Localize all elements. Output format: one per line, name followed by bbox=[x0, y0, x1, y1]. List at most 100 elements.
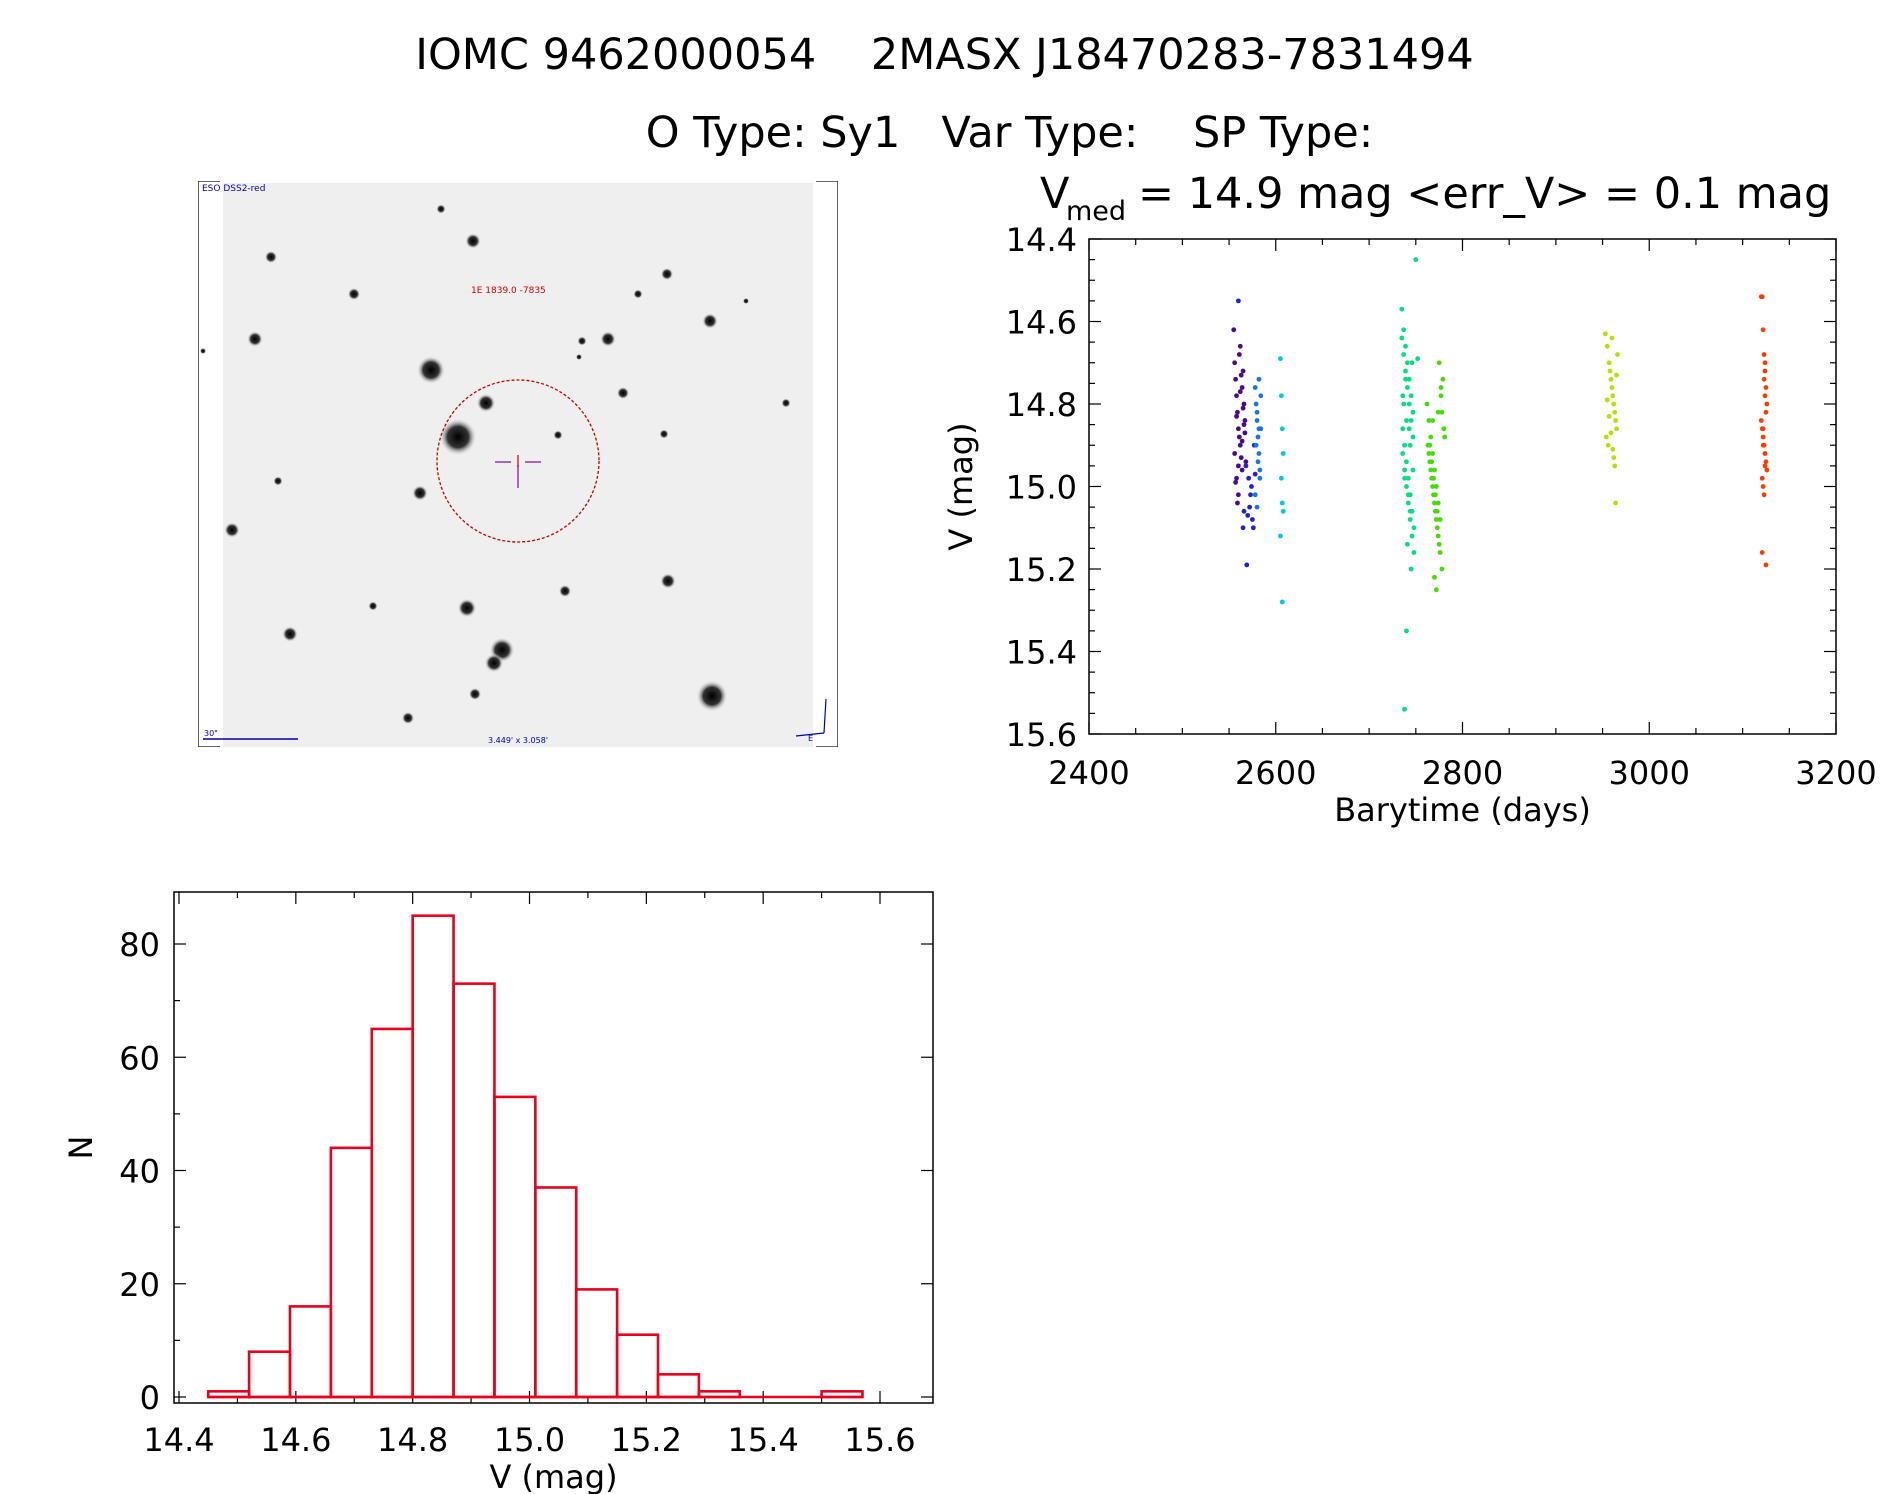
data-point bbox=[1762, 360, 1768, 366]
data-point bbox=[1253, 401, 1259, 407]
data-point bbox=[1236, 492, 1241, 498]
data-point bbox=[1612, 463, 1618, 469]
data-point bbox=[1405, 500, 1411, 506]
data-point bbox=[1404, 484, 1409, 489]
data-point bbox=[1240, 368, 1246, 374]
compass-icon: E bbox=[795, 698, 827, 743]
data-point bbox=[1434, 508, 1440, 514]
star bbox=[558, 584, 572, 598]
data-point bbox=[1242, 418, 1248, 423]
data-point bbox=[1400, 426, 1406, 432]
data-point bbox=[1237, 343, 1243, 349]
sky-image-stamp: ESO DSS2-red 1E 1839.0 -7835 30" 3.449' … bbox=[198, 181, 838, 747]
y-tick-label: 40 bbox=[119, 1153, 160, 1191]
data-point bbox=[1761, 492, 1767, 498]
histogram-bar bbox=[329, 1146, 374, 1399]
data-point bbox=[1408, 566, 1414, 572]
data-point bbox=[1402, 467, 1408, 473]
x-tick-label: 15.6 bbox=[844, 1421, 915, 1459]
y-tick-label: 14.8 bbox=[1006, 386, 1077, 424]
data-point bbox=[1231, 327, 1237, 333]
data-point bbox=[1611, 401, 1617, 407]
data-point bbox=[1435, 533, 1441, 539]
data-point bbox=[1408, 393, 1414, 399]
data-point bbox=[1415, 356, 1421, 362]
data-point bbox=[1406, 376, 1412, 382]
data-point bbox=[1611, 455, 1617, 461]
data-point bbox=[1608, 430, 1614, 436]
data-point bbox=[1763, 385, 1769, 390]
data-point bbox=[1433, 587, 1439, 593]
scale-label: 30" bbox=[204, 729, 218, 738]
data-point bbox=[1411, 550, 1417, 555]
data-point bbox=[1407, 508, 1413, 514]
x-tick-label: 2800 bbox=[1422, 754, 1503, 792]
data-point bbox=[1606, 413, 1612, 419]
object-label: 1E 1839.0 -7835 bbox=[471, 286, 546, 296]
data-point bbox=[1402, 475, 1408, 481]
y-tick-label: 14.4 bbox=[1006, 221, 1077, 259]
y-tick-label: 0 bbox=[140, 1379, 160, 1417]
data-point bbox=[1430, 451, 1436, 456]
data-point bbox=[1764, 467, 1770, 473]
x-tick-label: 14.8 bbox=[377, 1421, 448, 1459]
data-point bbox=[1409, 533, 1415, 539]
star bbox=[659, 429, 669, 439]
data-point bbox=[1235, 409, 1240, 415]
data-point bbox=[1236, 352, 1242, 357]
data-point bbox=[1429, 459, 1435, 465]
data-point bbox=[1239, 385, 1245, 390]
data-point bbox=[1405, 492, 1411, 498]
data-point bbox=[1763, 459, 1769, 465]
x-axis-label: V (mag) bbox=[489, 1458, 617, 1494]
data-point bbox=[1435, 500, 1441, 506]
data-point bbox=[1405, 541, 1410, 547]
data-point bbox=[1406, 401, 1412, 407]
data-point bbox=[1439, 566, 1445, 572]
data-point bbox=[1234, 393, 1239, 399]
y-tick-label: 15.4 bbox=[1006, 634, 1077, 672]
stats-label: V med = 14.9 mag <err_V> = 0.1 mag bbox=[1040, 169, 1831, 227]
star bbox=[401, 711, 415, 725]
data-point bbox=[1241, 401, 1247, 407]
data-point bbox=[1410, 434, 1416, 440]
data-point bbox=[1432, 574, 1437, 580]
data-point bbox=[1235, 500, 1240, 506]
data-point bbox=[1407, 517, 1413, 522]
light-curve-chart: V med = 14.9 mag <err_V> = 0.1 mag 2400 2… bbox=[942, 169, 1877, 829]
data-point bbox=[1439, 409, 1445, 415]
data-point bbox=[1762, 463, 1768, 469]
data-point bbox=[1759, 294, 1765, 300]
star bbox=[264, 250, 278, 264]
data-point bbox=[1438, 385, 1444, 390]
chart-title: IOMC 9462000054 2MASX J18470283-7831494 bbox=[415, 30, 1474, 80]
data-point bbox=[1237, 442, 1243, 448]
data-point bbox=[1401, 327, 1407, 333]
data-point bbox=[1441, 426, 1447, 432]
stats-text: = 14.9 mag <err_V> = 0.1 mag bbox=[1138, 169, 1831, 219]
data-point bbox=[1411, 525, 1417, 531]
histogram-bar bbox=[288, 1305, 333, 1399]
star bbox=[484, 653, 504, 673]
data-point bbox=[1239, 467, 1245, 473]
data-point bbox=[1240, 525, 1246, 531]
data-point bbox=[1278, 393, 1284, 399]
plot-frame bbox=[173, 891, 934, 1404]
data-point bbox=[1404, 418, 1409, 423]
data-point bbox=[1404, 459, 1409, 465]
data-point bbox=[1258, 393, 1264, 399]
data-point bbox=[1240, 405, 1246, 411]
search-circle bbox=[436, 379, 600, 543]
data-point bbox=[1764, 401, 1770, 407]
data-point bbox=[1257, 475, 1263, 481]
data-point bbox=[1233, 376, 1238, 382]
data-point bbox=[1762, 393, 1768, 399]
data-point bbox=[1279, 599, 1285, 605]
data-point bbox=[1762, 451, 1768, 456]
y-tick-label: 15.6 bbox=[1006, 716, 1077, 754]
data-point bbox=[1241, 508, 1247, 514]
data-point bbox=[1233, 479, 1238, 485]
data-point bbox=[1430, 418, 1436, 423]
star bbox=[633, 289, 643, 299]
data-point bbox=[1405, 360, 1410, 366]
